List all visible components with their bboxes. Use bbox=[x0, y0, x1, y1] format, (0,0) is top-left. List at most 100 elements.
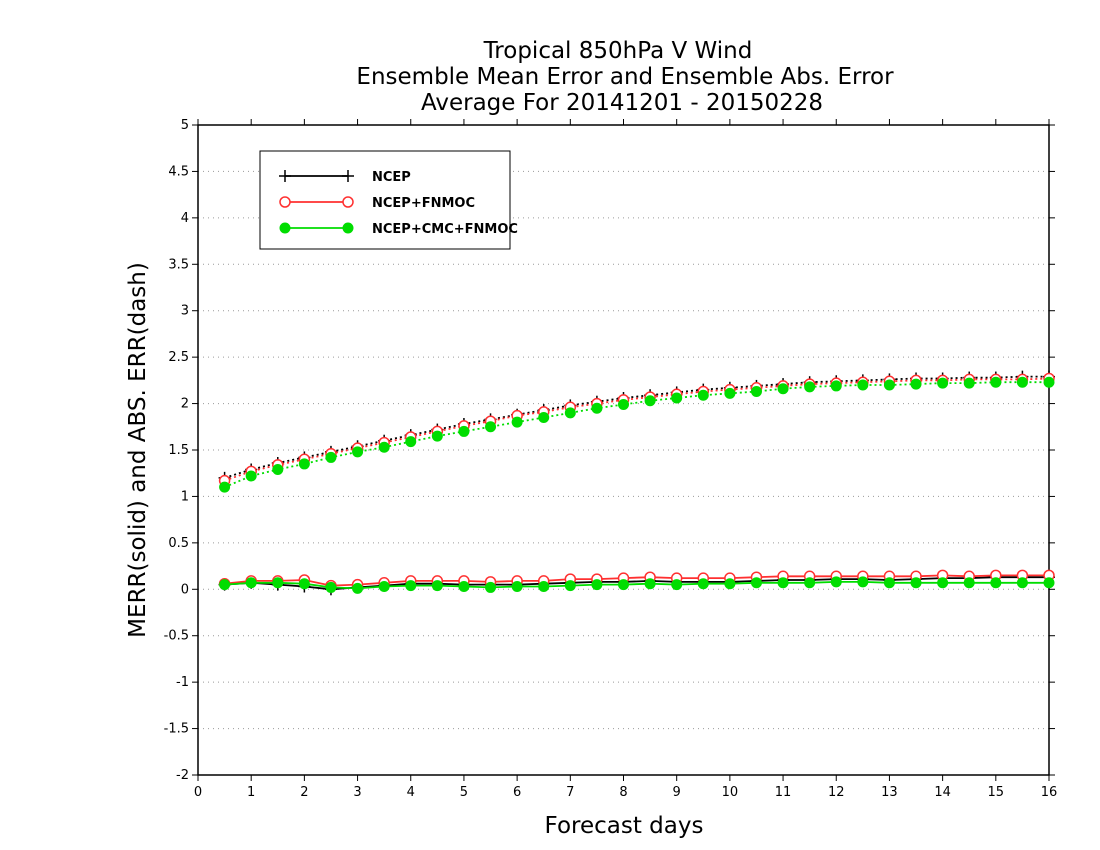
data-point bbox=[644, 578, 656, 590]
data-point bbox=[1016, 577, 1028, 589]
data-point bbox=[405, 580, 417, 592]
data-point bbox=[883, 577, 895, 589]
abs-err-line bbox=[224, 375, 1049, 479]
x-tick-label: 12 bbox=[828, 785, 845, 800]
data-point bbox=[342, 196, 354, 208]
data-point bbox=[671, 579, 683, 591]
data-point bbox=[378, 581, 390, 592]
y-tick-label: -1.5 bbox=[164, 722, 189, 737]
x-tick-label: 13 bbox=[881, 785, 898, 800]
abs-err-line bbox=[224, 381, 1049, 488]
data-point bbox=[697, 389, 709, 401]
x-tick-label: 7 bbox=[566, 785, 574, 800]
data-point bbox=[990, 376, 1002, 388]
data-point bbox=[279, 170, 291, 182]
y-tick-label: 0.5 bbox=[168, 536, 189, 551]
data-point bbox=[804, 381, 816, 393]
y-tick-label: 1.5 bbox=[168, 443, 189, 458]
x-tick-label: 16 bbox=[1041, 785, 1058, 800]
series-ncep-cmc-fnmoc-merr bbox=[219, 576, 1055, 594]
data-point bbox=[279, 196, 291, 208]
data-point bbox=[219, 579, 231, 591]
legend-label: NCEP bbox=[372, 170, 411, 185]
x-tick-label: 14 bbox=[934, 785, 951, 800]
data-point bbox=[910, 378, 922, 390]
data-point bbox=[219, 481, 231, 493]
data-point bbox=[804, 577, 816, 589]
data-point bbox=[564, 407, 576, 419]
x-tick-label: 2 bbox=[300, 785, 308, 800]
data-point bbox=[298, 458, 310, 470]
data-point bbox=[1043, 376, 1055, 388]
data-point bbox=[883, 379, 895, 391]
data-point bbox=[272, 577, 284, 589]
data-point bbox=[352, 582, 364, 594]
legend-item: NCEP+CMC+FNMOC bbox=[279, 222, 518, 237]
y-tick-label: 2.5 bbox=[168, 350, 189, 365]
y-tick-label: -2 bbox=[176, 768, 189, 783]
axes: -2-1.5-1-0.500.511.522.533.544.550 1 2 3 4 5 6… bbox=[164, 118, 1058, 800]
data-point bbox=[325, 581, 337, 593]
y-axis-label: MERR(solid) and ABS. ERR(dash) bbox=[125, 262, 151, 638]
x-tick-label: 4 bbox=[407, 785, 415, 800]
data-point bbox=[910, 577, 922, 589]
series-ncep-cmc-fnmoc-abs-err bbox=[219, 376, 1055, 493]
data-point bbox=[245, 470, 257, 482]
x-axis-label: Forecast days bbox=[545, 813, 704, 839]
data-point bbox=[511, 581, 523, 592]
data-point bbox=[431, 430, 443, 442]
data-point bbox=[431, 580, 443, 592]
data-point bbox=[342, 222, 354, 234]
x-tick-label: 5 bbox=[460, 785, 468, 800]
x-tick-label: 9 bbox=[673, 785, 681, 800]
data-point bbox=[618, 579, 629, 591]
x-tick-label: 15 bbox=[988, 785, 1005, 800]
x-tick-label: 3 bbox=[353, 785, 361, 800]
data-point bbox=[857, 379, 869, 391]
data-point bbox=[1043, 577, 1055, 589]
data-point bbox=[830, 380, 842, 392]
y-tick-label: 0 bbox=[181, 582, 189, 597]
y-tick-label: 4.5 bbox=[168, 164, 189, 179]
y-tick-label: 3 bbox=[181, 304, 189, 319]
y-tick-label: 1 bbox=[181, 489, 189, 504]
data-point bbox=[618, 399, 629, 410]
data-point bbox=[830, 576, 842, 588]
data-point bbox=[671, 392, 683, 404]
data-point bbox=[298, 578, 310, 590]
series-layer bbox=[218, 370, 1055, 596]
data-point bbox=[937, 377, 949, 389]
x-tick-label: 0 bbox=[194, 785, 202, 800]
series-ncep-fnmoc-abs-err bbox=[218, 372, 1055, 487]
data-point bbox=[697, 578, 709, 590]
data-point bbox=[857, 576, 869, 588]
data-point bbox=[724, 578, 736, 590]
data-point bbox=[750, 386, 762, 397]
data-point bbox=[538, 581, 550, 592]
data-point bbox=[405, 436, 417, 448]
abs-err-line bbox=[224, 377, 1050, 482]
legend-label: NCEP+CMC+FNMOC bbox=[372, 222, 518, 237]
data-point bbox=[963, 577, 975, 589]
data-point bbox=[564, 580, 576, 592]
data-point bbox=[511, 416, 523, 428]
data-point bbox=[378, 441, 390, 453]
title-line-2: Ensemble Mean Error and Ensemble Abs. Er… bbox=[356, 64, 894, 90]
legend-item: NCEP+FNMOC bbox=[279, 196, 475, 211]
data-point bbox=[342, 170, 354, 182]
x-tick-label: 8 bbox=[619, 785, 627, 800]
title-line-1: Tropical 850hPa V Wind bbox=[483, 38, 753, 64]
data-point bbox=[325, 451, 337, 463]
series-ncep-abs-err bbox=[218, 370, 1055, 484]
data-point bbox=[644, 395, 656, 407]
y-tick-label: 5 bbox=[181, 118, 189, 133]
x-tick-label: 10 bbox=[722, 785, 739, 800]
legend-label: NCEP+FNMOC bbox=[372, 196, 475, 211]
legend-box bbox=[259, 150, 511, 250]
data-point bbox=[458, 581, 470, 592]
y-tick-label: 2 bbox=[181, 397, 189, 412]
y-tick-label: 4 bbox=[181, 211, 189, 226]
data-point bbox=[485, 421, 497, 433]
legend: NCEP NCEP+FNMOC NCEP+CMC+FNMOC bbox=[259, 150, 518, 250]
